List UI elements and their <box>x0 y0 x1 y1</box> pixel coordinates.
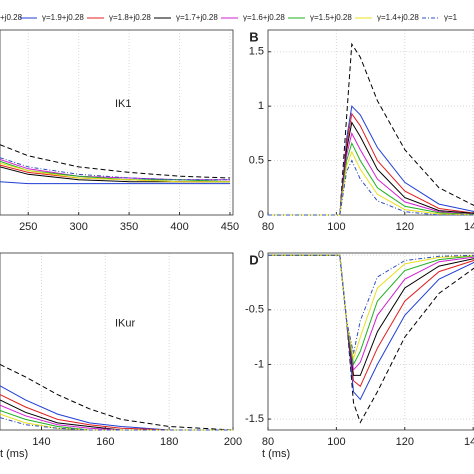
x-tick-label: 120 <box>396 436 414 448</box>
legend-label: γ=1.4+j0.28 <box>377 13 419 22</box>
line-series <box>268 150 474 216</box>
x-tick-label: 140 <box>464 436 474 448</box>
line-series <box>268 254 474 376</box>
plot-frame <box>0 29 234 216</box>
line-series <box>268 254 474 424</box>
x-tick-label: 100 <box>327 221 345 233</box>
legend-label: γ=1 <box>444 13 458 22</box>
y-tick-label: -1.5 <box>245 413 264 425</box>
line-series <box>0 364 234 431</box>
x-axis-label: t (ms) <box>0 448 28 460</box>
line-series <box>0 157 230 181</box>
line-series <box>0 385 233 431</box>
x-tick-label: 80 <box>262 221 274 233</box>
x-tick-label: 160 <box>96 436 114 448</box>
legend-label: γ=1.7+j0.28 <box>176 13 218 22</box>
y-tick-label: -1 <box>254 358 264 370</box>
y-tick-label: 0 <box>258 249 264 261</box>
line-series <box>0 144 231 179</box>
x-tick-label: 100 <box>327 436 345 448</box>
y-tick-label: 1.5 <box>249 46 264 58</box>
legend-label: γ=1.5+j0.28 <box>310 13 352 22</box>
line-series <box>268 42 474 216</box>
line-series <box>0 410 233 431</box>
line-series <box>0 417 233 431</box>
x-axis-label: t (ms) <box>262 448 290 460</box>
panel-letter: B <box>249 29 258 44</box>
line-series <box>0 162 230 183</box>
annotation: IK1 <box>115 98 132 110</box>
line-series <box>268 131 474 216</box>
plot-frame <box>267 29 474 216</box>
x-tick-label: 300 <box>69 221 87 233</box>
x-tick-label: 140 <box>32 436 50 448</box>
legend-label: γ=1.6+j0.28 <box>243 13 285 22</box>
annotation: IKur <box>115 318 136 330</box>
line-series <box>268 159 474 216</box>
line-series <box>268 112 474 216</box>
line-series <box>268 254 474 354</box>
y-tick-label: -0.5 <box>245 304 264 316</box>
line-series <box>268 254 474 401</box>
legend-label: γ=1.8+j0.28 <box>109 13 151 22</box>
line-series <box>0 181 230 185</box>
plot-frame <box>267 252 474 431</box>
x-tick-label: 140 <box>464 221 474 233</box>
panel-letter: D <box>249 252 258 267</box>
legend-label: γ=1.9+j0.28 <box>42 13 84 22</box>
x-tick-label: 450 <box>221 221 239 233</box>
line-series <box>268 254 474 372</box>
plot-frame <box>0 252 234 431</box>
x-tick-label: 400 <box>170 221 188 233</box>
x-tick-label: 200 <box>224 436 242 448</box>
x-tick-label: 180 <box>160 436 178 448</box>
y-tick-label: 0 <box>258 209 264 221</box>
y-tick-label: 0.5 <box>249 154 264 166</box>
x-tick-label: 120 <box>396 221 414 233</box>
legend-label: +j0.28 <box>0 13 23 22</box>
x-tick-label: 80 <box>262 436 274 448</box>
line-series <box>268 141 474 216</box>
x-tick-label: 250 <box>19 221 37 233</box>
x-tick-label: 350 <box>120 221 138 233</box>
y-tick-label: 1 <box>258 100 264 112</box>
